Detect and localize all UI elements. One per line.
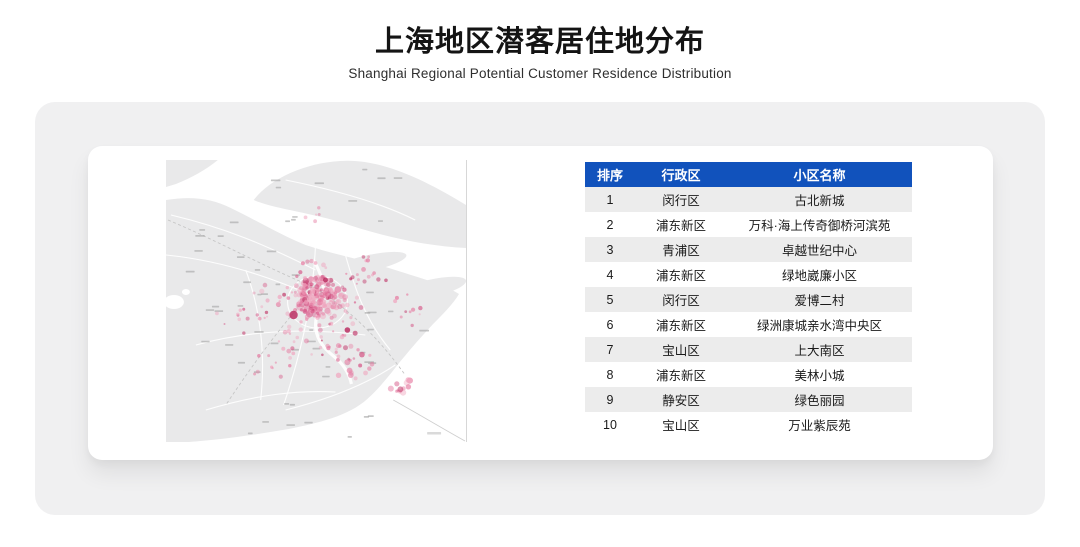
map-attribution	[427, 432, 442, 435]
table-row: 7 宝山区 上大南区	[585, 337, 912, 362]
content-panel: 排序 行政区 小区名称 1 闵行区 古北新城 2 浦东新区 万科·海上传奇御桥河滨苑 3 青浦区 卓…	[35, 102, 1045, 515]
map-dianshan-lake	[166, 295, 184, 309]
table-row: 2 浦东新区 万科·海上传奇御桥河滨苑	[585, 212, 912, 237]
page-subtitle: Shanghai Regional Potential Customer Res…	[348, 66, 732, 82]
rank-cell: 7	[606, 342, 614, 357]
shanghai-dot-density-map	[166, 160, 466, 442]
map-land-northbank	[166, 160, 218, 187]
district-cell: 浦东新区	[655, 219, 706, 233]
district-cell: 浦东新区	[655, 269, 706, 283]
district-cell: 浦东新区	[655, 319, 706, 333]
column-header: 排序	[596, 168, 623, 183]
map-mainland	[166, 198, 460, 442]
rank-cell: 8	[606, 367, 614, 382]
table-row: 5 闵行区 爱博二村	[585, 287, 912, 312]
table-row: 9 静安区 绿色丽园	[585, 387, 912, 412]
column-header: 小区名称	[793, 168, 846, 183]
district-cell: 宝山区	[662, 419, 700, 433]
community-cell: 爱博二村	[794, 294, 845, 308]
community-cell: 绿洲康城亲水湾中央区	[756, 319, 882, 333]
rank-cell: 10	[603, 417, 617, 432]
column-header: 行政区	[661, 168, 701, 183]
district-cell: 宝山区	[662, 344, 700, 358]
ranking-table: 排序 行政区 小区名称 1 闵行区 古北新城 2 浦东新区 万科·海上传奇御桥河滨苑 3 青浦区 卓…	[585, 162, 912, 437]
table-row: 10 宝山区 万业紫辰苑	[585, 412, 912, 437]
page-title: 上海地区潜客居住地分布	[374, 26, 705, 58]
table-row: 4 浦东新区 绿地崴廉小区	[585, 262, 912, 287]
table-header-row: 排序 行政区 小区名称	[585, 162, 912, 187]
rank-cell: 4	[606, 267, 614, 282]
district-cell: 闵行区	[662, 294, 700, 308]
table-row: 1 闵行区 古北新城	[585, 187, 912, 212]
district-cell: 浦东新区	[655, 369, 706, 383]
content-card: 排序 行政区 小区名称 1 闵行区 古北新城 2 浦东新区 万科·海上传奇御桥河滨苑 3 青浦区 卓…	[88, 146, 993, 460]
rank-cell: 5	[606, 292, 614, 307]
district-cell: 青浦区	[662, 244, 700, 258]
community-cell: 万业紫辰苑	[788, 419, 851, 433]
map-customer-dots	[215, 206, 423, 396]
community-cell: 古北新城	[794, 194, 845, 208]
community-cell: 万科·海上传奇御桥河滨苑	[748, 219, 891, 233]
rank-cell: 6	[606, 317, 614, 332]
table-row: 6 浦东新区 绿洲康城亲水湾中央区	[585, 312, 912, 337]
community-cell: 美林小城	[794, 369, 845, 383]
community-cell: 绿色丽园	[794, 394, 845, 408]
community-cell: 卓越世纪中心	[781, 244, 857, 258]
rank-cell: 2	[606, 217, 614, 232]
rank-cell: 9	[606, 392, 614, 407]
header: 上海地区潜客居住地分布 Shanghai Regional Potential …	[0, 26, 1080, 81]
shanghai-map-container	[166, 160, 467, 442]
table-row: 3 青浦区 卓越世纪中心	[585, 237, 912, 262]
district-cell: 静安区	[662, 394, 700, 408]
community-cell: 上大南区	[794, 344, 845, 358]
map-huangpu-river	[312, 259, 353, 385]
map-donghai-bridge	[393, 399, 466, 442]
district-cell: 闵行区	[662, 194, 700, 208]
map-small-lake	[181, 289, 190, 295]
table-row: 8 浦东新区 美林小城	[585, 362, 912, 387]
map-chongming-island	[253, 160, 466, 248]
rank-cell: 3	[606, 242, 614, 257]
community-cell: 绿地崴廉小区	[781, 269, 857, 283]
ranking-table-container: 排序 行政区 小区名称 1 闵行区 古北新城 2 浦东新区 万科·海上传奇御桥河滨苑 3 青浦区 卓…	[585, 162, 912, 437]
rank-cell: 1	[606, 192, 614, 207]
